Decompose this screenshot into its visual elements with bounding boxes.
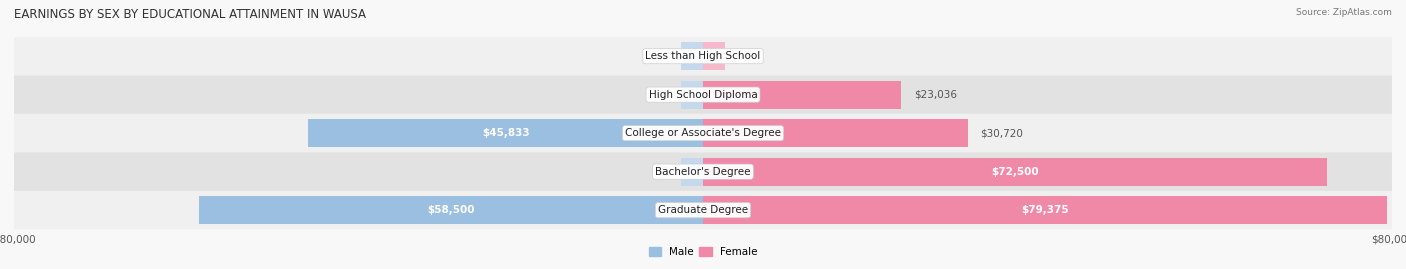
Legend: Male, Female: Male, Female — [644, 243, 762, 261]
Bar — [703, 119, 967, 147]
Bar — [703, 81, 901, 108]
FancyBboxPatch shape — [14, 153, 1392, 191]
Text: Less than High School: Less than High School — [645, 51, 761, 61]
Text: $0: $0 — [655, 90, 669, 100]
Text: High School Diploma: High School Diploma — [648, 90, 758, 100]
Bar — [200, 196, 703, 224]
FancyBboxPatch shape — [14, 75, 1392, 114]
Bar — [682, 158, 703, 186]
Text: $0: $0 — [655, 167, 669, 177]
Text: $72,500: $72,500 — [991, 167, 1039, 177]
Text: Source: ZipAtlas.com: Source: ZipAtlas.com — [1296, 8, 1392, 17]
FancyBboxPatch shape — [14, 37, 1392, 75]
Text: $0: $0 — [655, 51, 669, 61]
FancyBboxPatch shape — [14, 114, 1392, 153]
FancyBboxPatch shape — [14, 191, 1392, 229]
Text: $45,833: $45,833 — [482, 128, 530, 138]
Bar — [703, 196, 1386, 224]
Text: Bachelor's Degree: Bachelor's Degree — [655, 167, 751, 177]
Text: $23,036: $23,036 — [914, 90, 957, 100]
Text: Graduate Degree: Graduate Degree — [658, 205, 748, 215]
Text: $30,720: $30,720 — [980, 128, 1024, 138]
Bar — [682, 42, 703, 70]
Bar — [703, 42, 724, 70]
Text: $79,375: $79,375 — [1021, 205, 1069, 215]
Bar — [703, 158, 1327, 186]
Text: EARNINGS BY SEX BY EDUCATIONAL ATTAINMENT IN WAUSA: EARNINGS BY SEX BY EDUCATIONAL ATTAINMEN… — [14, 8, 366, 21]
Text: $0: $0 — [738, 51, 751, 61]
Bar — [308, 119, 703, 147]
Bar — [682, 81, 703, 108]
Text: College or Associate's Degree: College or Associate's Degree — [626, 128, 780, 138]
Text: $58,500: $58,500 — [427, 205, 475, 215]
